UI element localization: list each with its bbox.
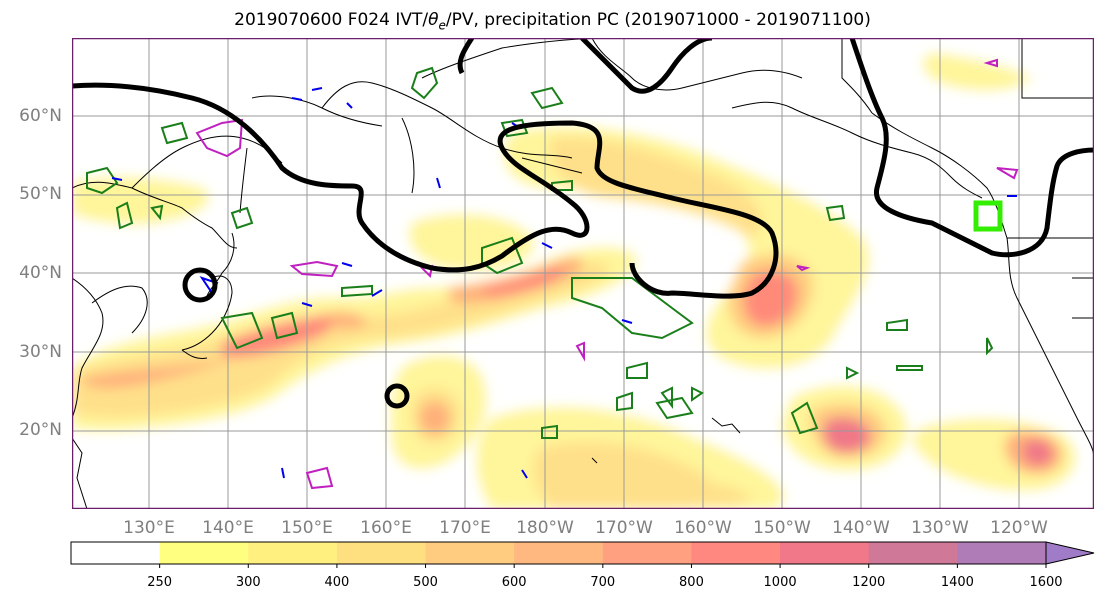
colorbar-segment (691, 542, 781, 564)
lon-label-140e: 140°E (202, 518, 254, 538)
colorbar-segment (957, 542, 1047, 564)
lat-label-60n: 60°N (19, 106, 62, 126)
colorbar-segment (336, 542, 427, 564)
map-panel (72, 38, 1094, 509)
lon-label-130e: 130°E (123, 518, 175, 538)
colorbar-segment (159, 542, 249, 564)
colorbar-tick-label: 800 (679, 575, 704, 590)
title-theta-symbol: θ (428, 10, 439, 30)
colorbar-tick-label: 1600 (1029, 575, 1063, 590)
colorbar-tick-label: 1400 (940, 575, 974, 590)
colorbar-segment (868, 542, 958, 564)
colorbar-segment (425, 542, 515, 564)
colorbar-tick-label: 700 (590, 575, 616, 590)
colorbar-segment (780, 542, 870, 564)
title-theta-subscript: e (438, 18, 446, 33)
colorbar-segments (71, 542, 1047, 568)
lon-label-150w: 150°W (753, 518, 811, 538)
lat-label-20n: 20°N (19, 420, 62, 440)
map-frame-border (72, 38, 1094, 509)
lat-label-40n: 40°N (19, 263, 62, 283)
colorbar-segment (602, 542, 692, 564)
lon-label-170w: 170°W (595, 518, 653, 538)
lat-label-30n: 30°N (19, 342, 62, 362)
lon-label-130w: 130°W (911, 518, 969, 538)
lon-label-120w: 120°W (990, 518, 1048, 538)
colorbar-extend-arrow (1046, 542, 1094, 564)
colorbar-tick-label: 400 (324, 575, 350, 590)
pv-contours (72, 38, 1094, 409)
lat-label-50n: 50°N (19, 184, 62, 204)
colorbar-outline (70, 541, 1047, 565)
lon-label-180w: 180°W (516, 518, 574, 538)
colorbar-tick-label: 600 (501, 575, 527, 590)
title-prefix: 2019070600 F024 IVT/ (234, 10, 429, 30)
colorbar-arrow-outline (1045, 541, 1095, 565)
colorbar-tick-label: 1200 (852, 575, 886, 590)
colorbar-segment (514, 542, 604, 564)
ivt-shading (72, 53, 1075, 509)
colorbar-segment (71, 542, 161, 564)
target-region-box (973, 200, 1003, 232)
colorbar-tick-label: 300 (235, 575, 261, 590)
map-title: 2019070600 F024 IVT/θe/PV, precipitation… (0, 10, 1105, 32)
lon-label-160w: 160°W (674, 518, 732, 538)
lon-label-160e: 160°E (360, 518, 412, 538)
lon-label-170e: 170°E (439, 518, 491, 538)
magenta-contours (195, 58, 1019, 490)
colorbar-tick-label: 500 (413, 575, 438, 590)
colorbar-segment (248, 542, 338, 564)
lon-label-140w: 140°W (832, 518, 890, 538)
colorbar-tick-label: 250 (147, 575, 173, 590)
lon-label-150e: 150°E (281, 518, 333, 538)
colorbar-tick-label: 1000 (763, 575, 797, 590)
title-suffix: /PV, precipitation PC (2019071000 - 2019… (445, 10, 871, 30)
